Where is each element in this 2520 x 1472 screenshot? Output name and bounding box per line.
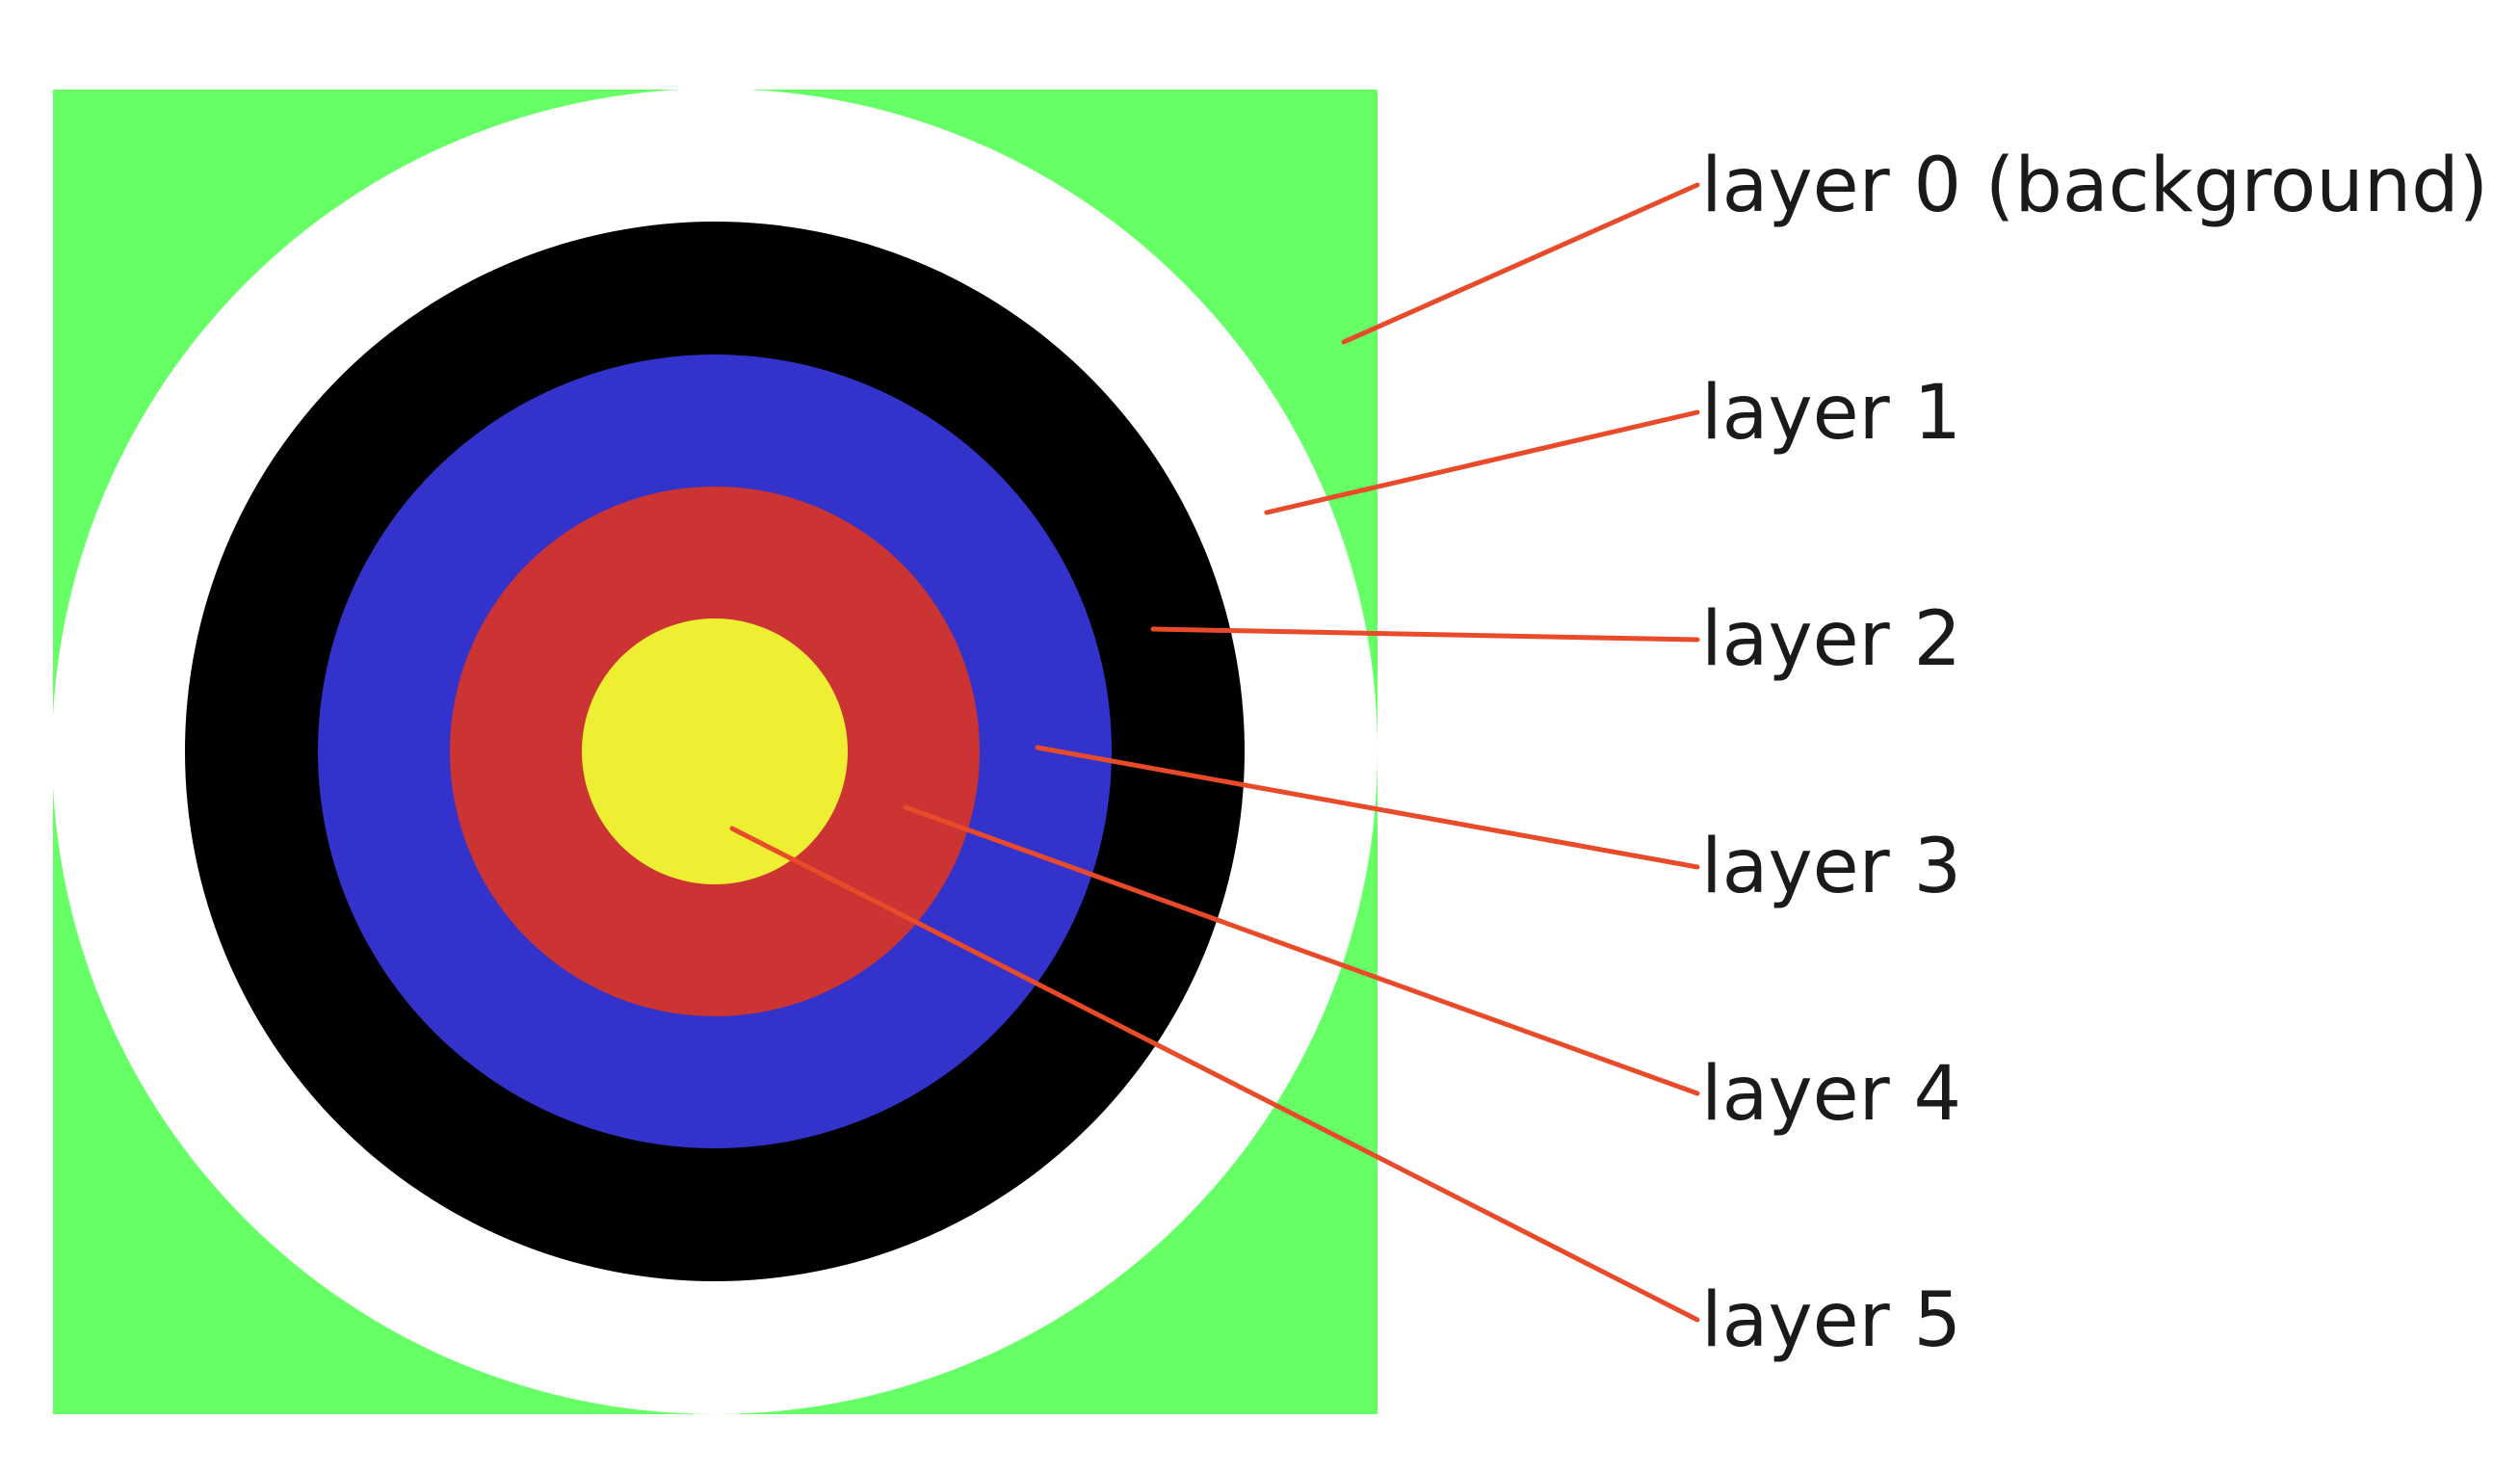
- label-layer-3: layer 3: [1701, 824, 1961, 910]
- label-layer-4: layer 4: [1701, 1051, 1961, 1138]
- label-layer-1: layer 1: [1701, 370, 1961, 457]
- leader-line-layer-1: [1264, 409, 1700, 515]
- target-graphic: [52, 89, 1378, 1414]
- layer-labels: layer 0 (background) layer 1 layer 2 lay…: [1701, 143, 2488, 1364]
- leader-lines: [729, 182, 1700, 1323]
- label-layer-5: layer 5: [1701, 1277, 1961, 1364]
- leader-line-layer-4: [903, 804, 1700, 1096]
- layer-5-center: [582, 618, 848, 884]
- label-layer-2: layer 2: [1701, 596, 1961, 683]
- leader-line-layer-0: [1341, 182, 1700, 345]
- label-layer-0: layer 0 (background): [1701, 143, 2488, 229]
- leader-line-layer-5: [729, 826, 1700, 1323]
- leader-line-layer-2: [1150, 626, 1700, 643]
- leader-line-layer-3: [1035, 745, 1700, 870]
